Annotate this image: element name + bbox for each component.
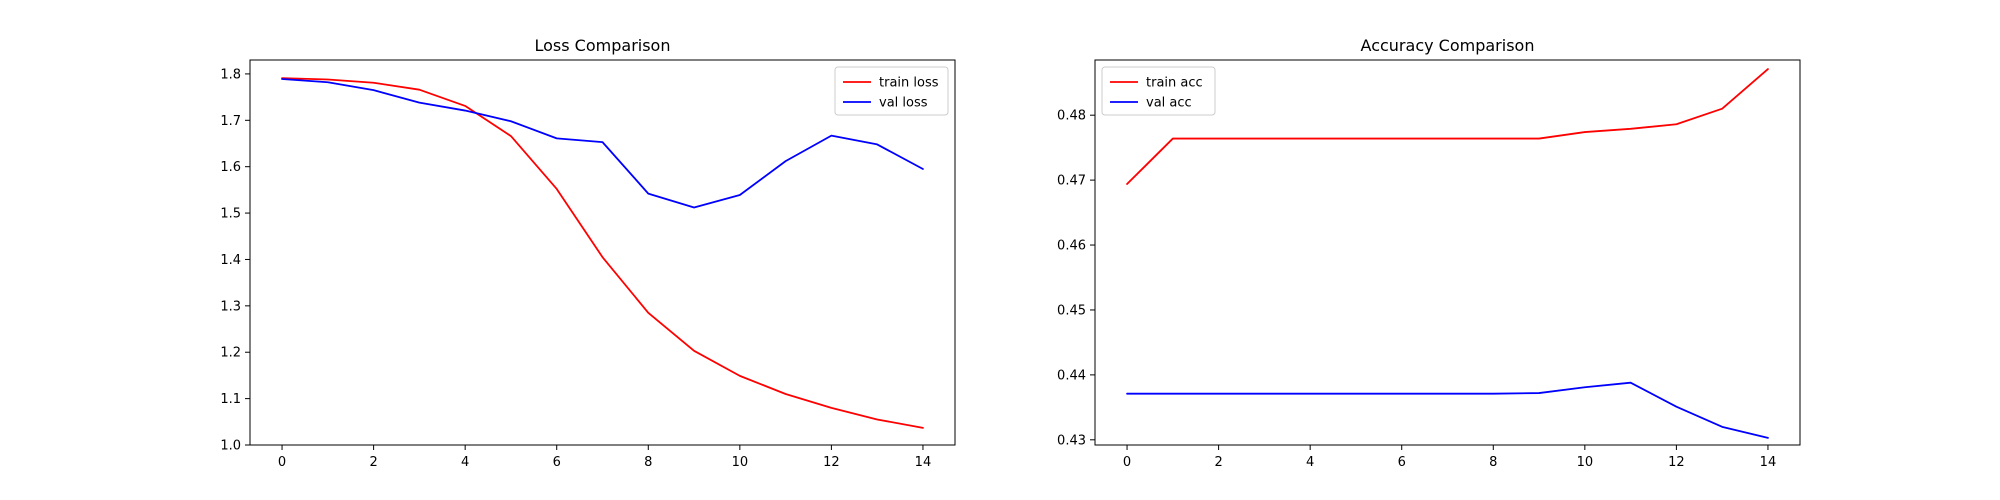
- x-tick-label: 14: [915, 455, 932, 470]
- x-tick-label: 0: [1123, 455, 1131, 470]
- series-line-val-acc: [1126, 381, 1769, 439]
- y-tick-label: 0.48: [1057, 109, 1086, 124]
- series-line-val-loss: [281, 78, 924, 209]
- x-tick-label: 2: [1214, 455, 1222, 470]
- x-tick-label: 10: [732, 455, 749, 470]
- legend-box: [834, 66, 949, 116]
- legend-label-train-loss: train loss: [879, 76, 939, 91]
- accuracy-comparison-chart: Accuracy Comparison 0 2 4 6 8 10 12 14 0.43 0.44 0.…: [1057, 36, 1801, 470]
- y-tick-label: 1.7: [220, 114, 241, 129]
- y-tick-label: 1.1: [220, 392, 241, 407]
- x-tick-label: 8: [1489, 455, 1497, 470]
- x-tick-label: 8: [644, 455, 652, 470]
- legend-label-train-acc: train acc: [1146, 76, 1203, 91]
- axes-frame: [249, 59, 956, 446]
- x-tick-label: 12: [823, 455, 840, 470]
- legend-box: [1101, 66, 1216, 116]
- x-tick-label: 6: [553, 455, 561, 470]
- x-tick-label: 12: [1668, 455, 1685, 470]
- y-tick-label: 1.3: [220, 299, 241, 314]
- x-tick-label: 10: [1577, 455, 1594, 470]
- y-tick-label: 0.47: [1057, 174, 1086, 189]
- y-tick-label: 1.2: [220, 346, 241, 361]
- chart-title: Loss Comparison: [535, 36, 671, 55]
- y-tick-label: 1.0: [220, 439, 241, 454]
- y-tick-label: 1.8: [220, 67, 241, 82]
- x-tick-label: 2: [369, 455, 377, 470]
- x-tick-label: 0: [278, 455, 286, 470]
- y-tick-label: 1.6: [220, 160, 241, 175]
- series-line-train-acc: [1126, 68, 1769, 185]
- legend: train loss val loss: [834, 66, 949, 116]
- y-tick-label: 0.46: [1057, 239, 1086, 254]
- x-tick-label: 6: [1398, 455, 1406, 470]
- legend-label-val-loss: val loss: [879, 96, 928, 111]
- x-tick-label: 14: [1760, 455, 1777, 470]
- chart-title: Accuracy Comparison: [1361, 36, 1535, 55]
- y-tick-label: 1.5: [220, 207, 241, 222]
- y-tick-label: 0.45: [1057, 303, 1086, 318]
- axes-frame: [1094, 59, 1801, 446]
- legend: train acc val acc: [1101, 66, 1216, 116]
- y-tick-label: 0.43: [1057, 433, 1086, 448]
- x-tick-label: 4: [461, 455, 469, 470]
- x-tick-label: 4: [1306, 455, 1314, 470]
- loss-comparison-chart: Loss Comparison 0 2 4 6 8 10 12 14 1.0 1.1 1.2 1.3 1.…: [220, 36, 956, 470]
- series-line-train-loss: [281, 77, 924, 429]
- legend-label-val-acc: val acc: [1146, 96, 1192, 111]
- y-tick-label: 0.44: [1057, 368, 1086, 383]
- y-tick-label: 1.4: [220, 253, 241, 268]
